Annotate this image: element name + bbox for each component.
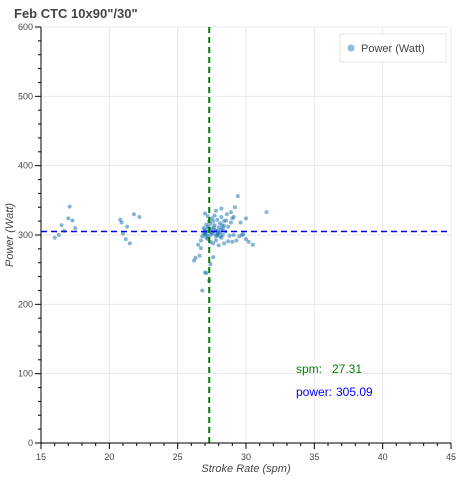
data-point bbox=[211, 255, 216, 260]
x-tick-label: 30 bbox=[241, 452, 251, 462]
data-point bbox=[246, 239, 251, 244]
x-tick-label: 20 bbox=[104, 452, 114, 462]
data-point bbox=[228, 220, 233, 225]
data-point bbox=[215, 233, 220, 237]
x-tick-label: 35 bbox=[309, 452, 319, 462]
data-point bbox=[213, 238, 218, 243]
x-tick-label: 25 bbox=[173, 452, 183, 462]
data-point bbox=[203, 231, 208, 236]
data-point bbox=[219, 235, 224, 240]
data-point bbox=[200, 288, 205, 293]
data-point bbox=[231, 214, 236, 219]
legend-marker bbox=[347, 44, 355, 52]
y-tick-label: 0 bbox=[28, 438, 33, 448]
data-point bbox=[203, 211, 207, 216]
data-point bbox=[193, 255, 198, 260]
data-point bbox=[211, 225, 216, 230]
data-point bbox=[208, 262, 213, 267]
data-point bbox=[215, 217, 220, 222]
data-point bbox=[234, 238, 239, 243]
data-point bbox=[212, 213, 217, 218]
data-point bbox=[231, 233, 236, 237]
chart-title: Feb CTC 10x90"/30" bbox=[14, 6, 138, 21]
power-annotation: power: 305.09 bbox=[296, 385, 373, 399]
data-point bbox=[119, 220, 124, 225]
data-point bbox=[59, 223, 64, 228]
axis-ticks: 15 20 25 30 35 40 45 0 100 200 300 400 500 600 bbox=[18, 22, 456, 462]
data-point bbox=[56, 233, 61, 237]
y-tick-label: 200 bbox=[18, 299, 33, 309]
y-tick-label: 500 bbox=[18, 91, 33, 101]
data-point bbox=[250, 242, 255, 247]
data-point bbox=[230, 239, 235, 244]
data-point bbox=[213, 208, 218, 213]
data-point bbox=[52, 235, 57, 240]
data-point bbox=[131, 212, 136, 217]
data-point bbox=[244, 237, 248, 242]
data-point bbox=[204, 222, 209, 227]
data-point bbox=[219, 214, 224, 219]
data-point bbox=[204, 271, 209, 276]
data-point bbox=[66, 216, 71, 221]
data-point bbox=[220, 223, 225, 228]
x-axis-label: Stroke Rate (spm) bbox=[201, 463, 291, 475]
data-point bbox=[127, 241, 132, 246]
data-point bbox=[73, 226, 78, 231]
data-point bbox=[67, 204, 72, 209]
data-point bbox=[228, 210, 233, 215]
y-tick-label: 400 bbox=[18, 161, 33, 171]
data-point bbox=[216, 243, 221, 248]
x-tick-label: 40 bbox=[378, 452, 388, 462]
power-annotation-label: power: bbox=[296, 385, 332, 399]
data-point bbox=[233, 205, 238, 210]
data-point bbox=[201, 226, 206, 231]
data-point bbox=[241, 232, 246, 237]
data-point bbox=[224, 212, 229, 217]
data-point bbox=[197, 253, 202, 258]
data-point bbox=[125, 224, 130, 229]
data-point bbox=[244, 216, 248, 221]
data-point bbox=[198, 238, 203, 243]
legend-box bbox=[339, 33, 447, 63]
data-point bbox=[198, 246, 203, 251]
data-point bbox=[137, 214, 142, 219]
legend-label: Power (Watt) bbox=[361, 43, 425, 55]
data-point bbox=[121, 231, 125, 236]
spm-annotation-value: 27.31 bbox=[332, 362, 362, 376]
data-point bbox=[216, 225, 221, 230]
data-point bbox=[211, 241, 216, 246]
y-axis-label: Power (Watt) bbox=[4, 203, 16, 267]
y-tick-label: 100 bbox=[18, 369, 33, 379]
x-tick-label: 15 bbox=[36, 452, 46, 462]
y-tick-label: 300 bbox=[18, 230, 33, 240]
data-point bbox=[264, 210, 269, 215]
spm-annotation-label: spm: bbox=[296, 362, 322, 376]
legend[interactable]: Power (Watt) bbox=[339, 33, 447, 63]
data-point bbox=[238, 220, 243, 225]
data-point bbox=[219, 206, 224, 211]
x-tick-label: 45 bbox=[446, 452, 456, 462]
reference-lines bbox=[41, 27, 451, 443]
power-annotation-value: 305.09 bbox=[336, 385, 373, 399]
data-points bbox=[52, 194, 269, 293]
spm-annotation: spm: 27.31 bbox=[296, 362, 362, 376]
data-point bbox=[226, 224, 231, 229]
data-point bbox=[209, 216, 214, 221]
data-point bbox=[70, 218, 75, 223]
data-point bbox=[235, 194, 240, 199]
data-point bbox=[222, 241, 227, 246]
y-tick-label: 600 bbox=[18, 22, 33, 32]
data-point bbox=[220, 226, 225, 231]
data-point bbox=[196, 242, 201, 247]
data-point bbox=[227, 233, 232, 238]
data-point bbox=[224, 218, 229, 223]
data-point bbox=[226, 239, 231, 244]
data-point bbox=[123, 237, 128, 242]
